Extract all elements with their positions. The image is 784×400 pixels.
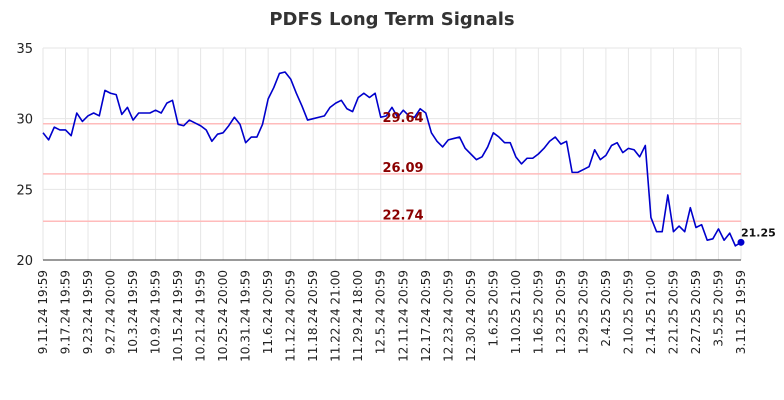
y-tick-label: 20 xyxy=(16,254,33,269)
x-tick-label: 9.17.24 19:59 xyxy=(59,270,73,354)
series-layer xyxy=(42,71,745,247)
x-tick-label: 3.11.25 19:59 xyxy=(734,270,748,354)
x-tick-label: 2.10.25 20:59 xyxy=(621,270,635,354)
x-tick-label: 2.14.25 21:00 xyxy=(644,270,658,354)
x-tick-label: 9.23.24 19:59 xyxy=(81,270,95,354)
x-tick-label: 10.9.24 19:59 xyxy=(149,270,163,354)
labels-layer: 29.64 26.09 22.74 21.25 xyxy=(382,111,775,240)
grid-layer xyxy=(42,47,742,261)
x-tick-label: 1.23.25 20:59 xyxy=(554,270,568,354)
axes: 20 25 30 35 9.11.24 19:59 9.17.24 19:59 9.23.2… xyxy=(16,42,748,362)
chart-title: PDFS Long Term Signals xyxy=(269,9,514,30)
x-tick-label: 3.5.25 20:59 xyxy=(711,270,725,347)
x-tick-label: 11.18.24 20:59 xyxy=(306,270,320,362)
x-tick-label: 2.27.25 20:59 xyxy=(689,270,703,354)
x-tick-label: 10.15.24 19:59 xyxy=(171,270,185,362)
x-tick-label: 12.30.24 20:59 xyxy=(464,270,478,362)
x-tick-label: 2.4.25 20:59 xyxy=(599,270,613,347)
x-tick-label: 12.23.24 20:59 xyxy=(441,270,455,362)
x-tick-label: 9.27.24 20:00 xyxy=(104,270,118,354)
x-tick-label: 11.22.24 21:00 xyxy=(329,270,343,362)
x-tick-label: 1.16.25 20:59 xyxy=(531,270,545,354)
x-tick-label: 12.17.24 20:59 xyxy=(419,270,433,362)
x-tick-label: 1.29.25 20:59 xyxy=(576,270,590,354)
x-tick-label: 10.31.24 19:59 xyxy=(239,270,253,362)
x-tick-label: 2.21.25 20:59 xyxy=(666,270,680,354)
reference-line-label: 26.09 xyxy=(382,161,423,176)
x-tick-label: 10.21.24 19:59 xyxy=(194,270,208,362)
y-tick-label: 30 xyxy=(16,113,33,128)
last-value-label: 21.25 xyxy=(741,226,776,239)
reference-line-label: 22.74 xyxy=(382,208,423,223)
last-value-marker xyxy=(737,238,745,246)
x-tick-label: 11.29.24 18:00 xyxy=(351,270,365,362)
x-tick-label: 9.11.24 19:59 xyxy=(36,270,50,354)
reference-line-label: 29.64 xyxy=(382,111,423,126)
x-tick-label: 11.12.24 20:59 xyxy=(284,270,298,362)
y-tick-label: 35 xyxy=(16,42,33,57)
x-tick-label: 1.10.25 21:00 xyxy=(509,270,523,354)
x-tick-label: 11.6.24 20:59 xyxy=(261,270,275,354)
y-tick-label: 25 xyxy=(16,183,33,198)
x-tick-label: 10.3.24 19:59 xyxy=(126,270,140,354)
x-tick-label: 12.11.24 20:59 xyxy=(396,270,410,362)
x-tick-label: 1.6.25 20:59 xyxy=(486,270,500,347)
x-tick-label: 12.5.24 20:59 xyxy=(374,270,388,354)
x-tick-label: 10.25.24 20:00 xyxy=(216,270,230,362)
series-line xyxy=(42,71,742,247)
reference-lines xyxy=(43,123,741,223)
